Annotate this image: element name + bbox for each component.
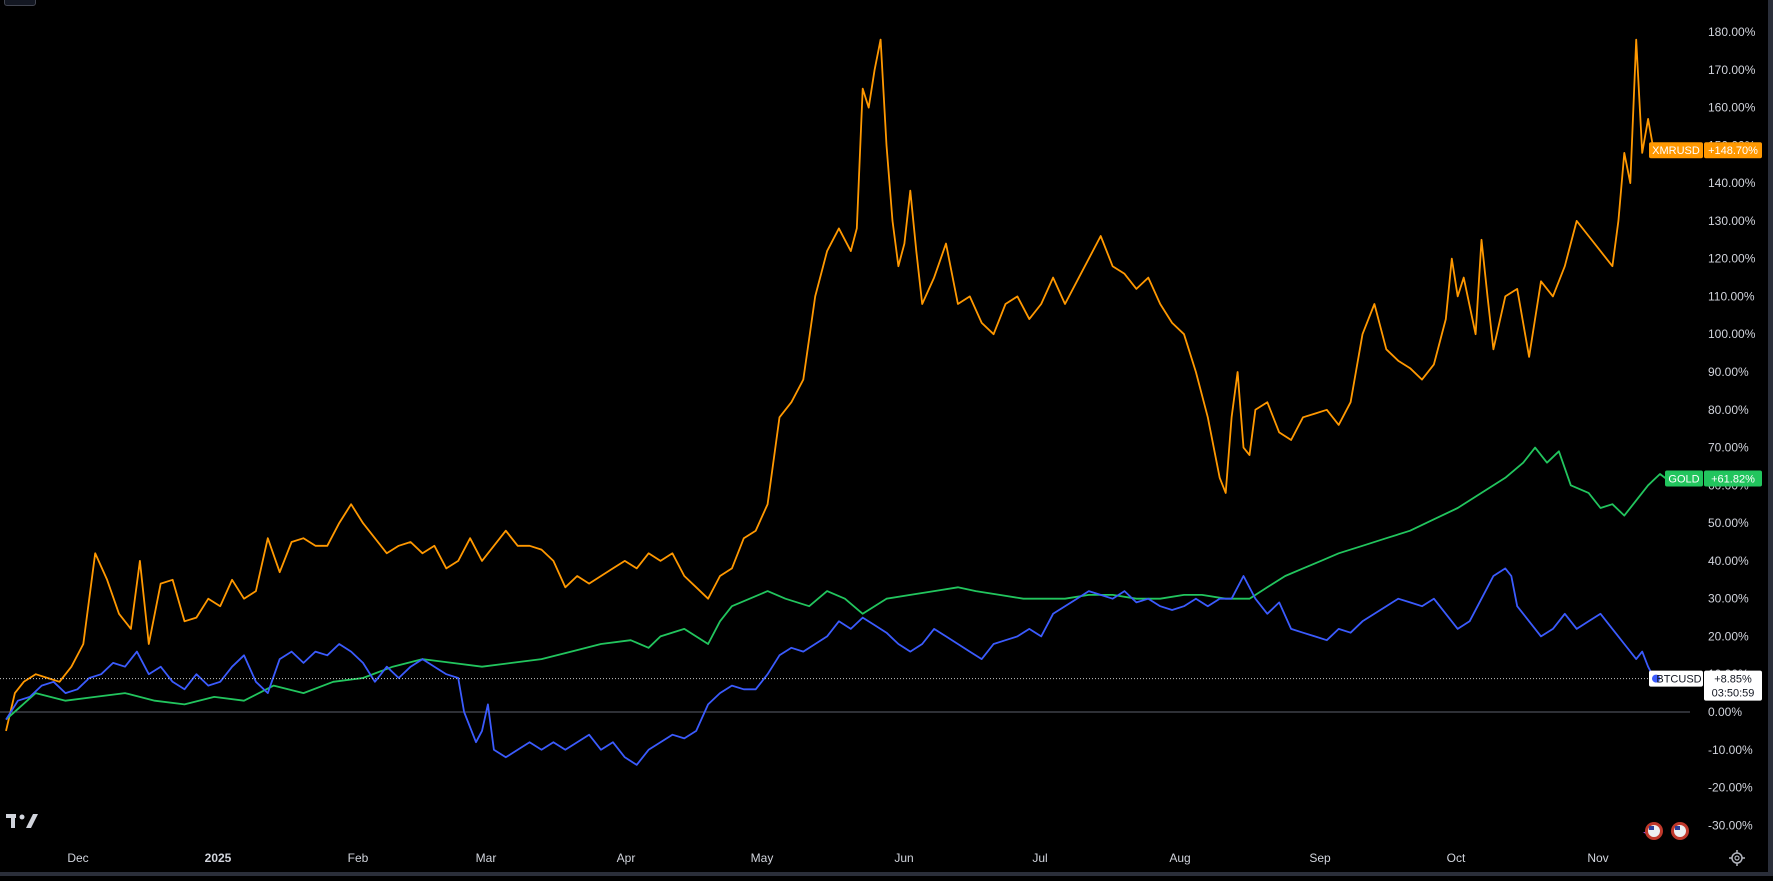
axes-group: 180.00%170.00%160.00%150.00%140.00%130.0… [0, 25, 1756, 865]
y-tick-label: 120.00% [1708, 252, 1756, 266]
toolbar-toggle-button[interactable] [4, 0, 36, 6]
y-tick-label: 30.00% [1708, 592, 1749, 606]
y-tick-label: -30.00% [1708, 818, 1753, 832]
y-tick-label: 90.00% [1708, 365, 1749, 379]
gear-icon[interactable] [1728, 849, 1746, 867]
y-tick-label: -10.00% [1708, 743, 1753, 757]
y-tick-label: 0.00% [1708, 705, 1742, 719]
series-value-badge-btcusd[interactable] [1704, 670, 1762, 701]
series-name-label: GOLD [1668, 473, 1699, 485]
x-tick-label: Jul [1032, 851, 1047, 865]
btc-icon [1652, 674, 1660, 683]
y-tick-label: 180.00% [1708, 25, 1756, 39]
time-scale-border [0, 872, 1768, 876]
series-line-xmrusd[interactable] [5, 38, 1655, 732]
y-tick-label: 80.00% [1708, 403, 1749, 417]
y-tick-label: 50.00% [1708, 516, 1749, 530]
x-tick-label: Feb [348, 851, 369, 865]
series-line-btcusd[interactable] [5, 567, 1661, 766]
series-name-label: XMRUSD [1652, 145, 1700, 157]
series-name-tag-xmrusd[interactable] [1649, 142, 1703, 159]
tradingview-logo-icon[interactable] [6, 812, 40, 830]
series-value-label: +8.85% [1714, 674, 1752, 686]
y-tick-label: 40.00% [1708, 554, 1749, 568]
y-tick-label: -20.00% [1708, 781, 1753, 795]
x-tick-label: Nov [1587, 851, 1608, 865]
y-tick-label: 110.00% [1708, 289, 1755, 303]
price-scale-border [1768, 0, 1773, 876]
x-tick-label: Oct [1447, 851, 1466, 865]
bar-countdown-label: 03:50:59 [1712, 688, 1755, 700]
x-tick-label: Aug [1169, 851, 1190, 865]
y-tick-label: 160.00% [1708, 101, 1756, 115]
series-name-tag-btcusd[interactable] [1649, 670, 1703, 687]
y-tick-label: 100.00% [1708, 327, 1756, 341]
y-tick-label: 170.00% [1708, 63, 1756, 77]
series-name-tag-gold[interactable] [1665, 470, 1703, 487]
series-value-badge-xmrusd[interactable] [1704, 142, 1762, 159]
x-tick-label: May [751, 851, 774, 865]
series-name-label: BTCUSD [1656, 674, 1701, 686]
market-status-icons[interactable]: ✦ [1640, 820, 1700, 844]
y-tick-label: 140.00% [1708, 176, 1756, 190]
x-tick-label: Apr [617, 851, 636, 865]
x-tick-label: Dec [67, 851, 88, 865]
y-tick-label: 20.00% [1708, 629, 1749, 643]
x-tick-label: Mar [476, 851, 497, 865]
value-labels-group: XMRUSD +148.70% GOLD +61.82% BTCUSD +8.85% 03:… [1649, 142, 1762, 701]
x-tick-label: 2025 [205, 851, 232, 865]
series-value-label: +61.82% [1711, 473, 1755, 485]
x-tick-label: Sep [1309, 851, 1331, 865]
y-tick-label: 70.00% [1708, 441, 1749, 455]
series-value-label: +148.70% [1708, 145, 1758, 157]
series-group [0, 38, 1690, 766]
x-tick-label: Jun [894, 851, 913, 865]
y-tick-label: 130.00% [1708, 214, 1756, 228]
series-value-badge-gold[interactable] [1704, 470, 1762, 487]
